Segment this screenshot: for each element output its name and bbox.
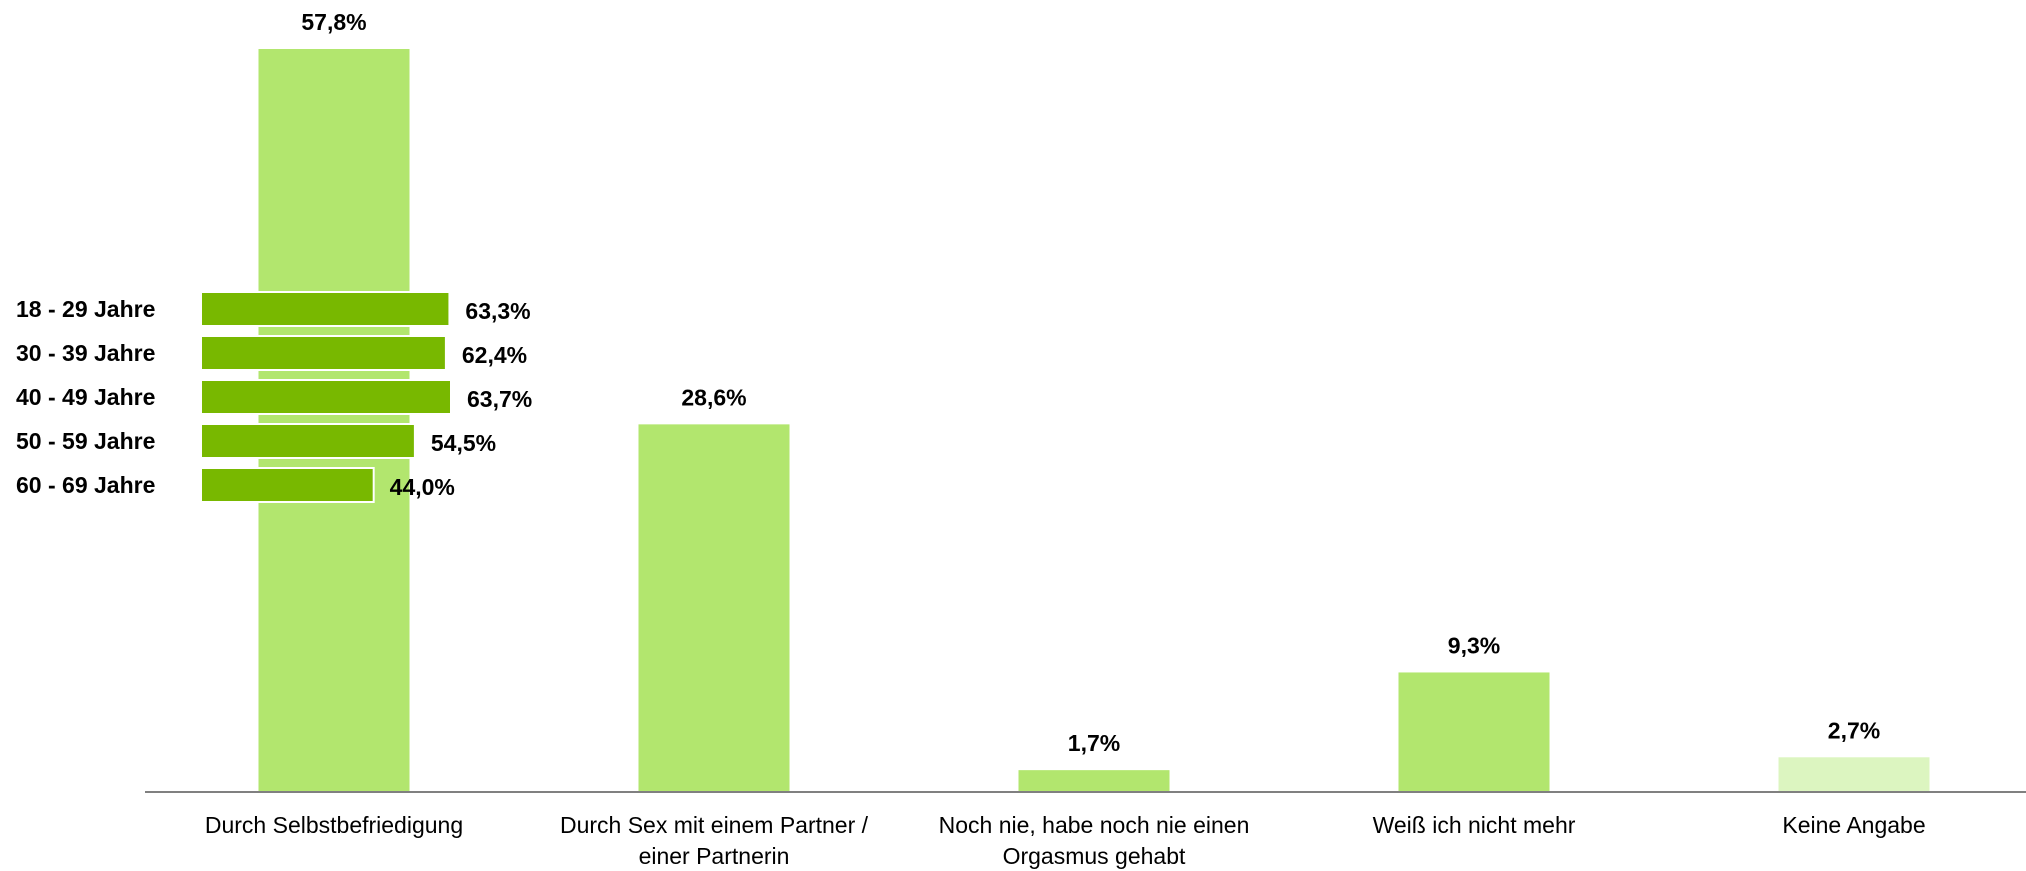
age-group-bar: [200, 467, 375, 503]
category-label: Orgasmus gehabt: [1003, 843, 1186, 869]
age-group-value-label: 62,4%: [462, 342, 527, 368]
category-label: Weiß ich nicht mehr: [1373, 812, 1576, 838]
age-group-inset: 18 - 29 Jahre 63,3% 30 - 39 Jahre 62,4% 40 -…: [16, 291, 532, 503]
age-group-bar: [200, 423, 416, 459]
bar: [1778, 757, 1930, 792]
category-labels: Durch Selbstbefriedigung Durch Sex mit ei…: [205, 812, 1926, 869]
bar: [638, 424, 790, 792]
age-group-label: 50 - 59 Jahre: [16, 428, 155, 454]
bar-value-label: 28,6%: [681, 384, 746, 410]
category-label: Keine Angabe: [1782, 812, 1925, 838]
bar-value-label: 9,3%: [1448, 632, 1500, 658]
bar-value-label: 2,7%: [1828, 717, 1880, 743]
age-group-label: 30 - 39 Jahre: [16, 340, 155, 366]
age-group-value-label: 44,0%: [390, 474, 455, 500]
bar-value-label: 57,8%: [301, 9, 366, 35]
age-group-label: 18 - 29 Jahre: [16, 296, 155, 322]
age-group-bar: [200, 379, 452, 415]
bar-value-label: 1,7%: [1068, 730, 1120, 756]
bar: [1398, 672, 1550, 792]
category-label: Noch nie, habe noch nie einen: [939, 812, 1250, 838]
age-group-value-label: 63,7%: [467, 386, 532, 412]
category-label: Durch Selbstbefriedigung: [205, 812, 463, 838]
main-bars: 57,8% 28,6% 1,7% 9,3% 2,7%: [258, 9, 1930, 792]
age-group-label: 40 - 49 Jahre: [16, 384, 155, 410]
category-label: einer Partnerin: [639, 843, 790, 869]
age-group-bar: [200, 335, 447, 371]
age-group-bar: [200, 291, 451, 327]
bar: [1018, 770, 1170, 792]
age-group-value-label: 54,5%: [431, 430, 496, 456]
age-group-label: 60 - 69 Jahre: [16, 472, 155, 498]
category-label: Durch Sex mit einem Partner /: [560, 812, 869, 838]
age-group-value-label: 63,3%: [465, 298, 530, 324]
bar: [258, 49, 410, 792]
